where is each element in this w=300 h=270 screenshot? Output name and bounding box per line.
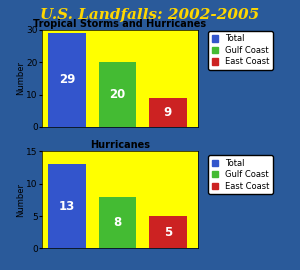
Bar — [99, 62, 136, 127]
Text: 29: 29 — [59, 73, 75, 86]
Text: 9: 9 — [164, 106, 172, 119]
Text: 13: 13 — [59, 200, 75, 213]
Y-axis label: Number: Number — [16, 183, 25, 217]
Title: Tropical Storms and Hurricanes: Tropical Storms and Hurricanes — [33, 19, 207, 29]
Bar — [99, 197, 136, 248]
Legend: Total, Gulf Coast, East Coast: Total, Gulf Coast, East Coast — [208, 31, 272, 70]
Text: U.S. Landfalls: 2002-2005: U.S. Landfalls: 2002-2005 — [40, 8, 260, 22]
Bar — [48, 33, 86, 127]
Bar — [149, 216, 187, 248]
Legend: Total, Gulf Coast, East Coast: Total, Gulf Coast, East Coast — [208, 155, 272, 194]
Text: 20: 20 — [110, 88, 126, 101]
Text: 5: 5 — [164, 226, 172, 239]
Bar — [149, 98, 187, 127]
Text: 8: 8 — [113, 216, 122, 229]
Y-axis label: Number: Number — [16, 61, 25, 95]
Bar — [48, 164, 86, 248]
Title: Hurricanes: Hurricanes — [90, 140, 150, 150]
